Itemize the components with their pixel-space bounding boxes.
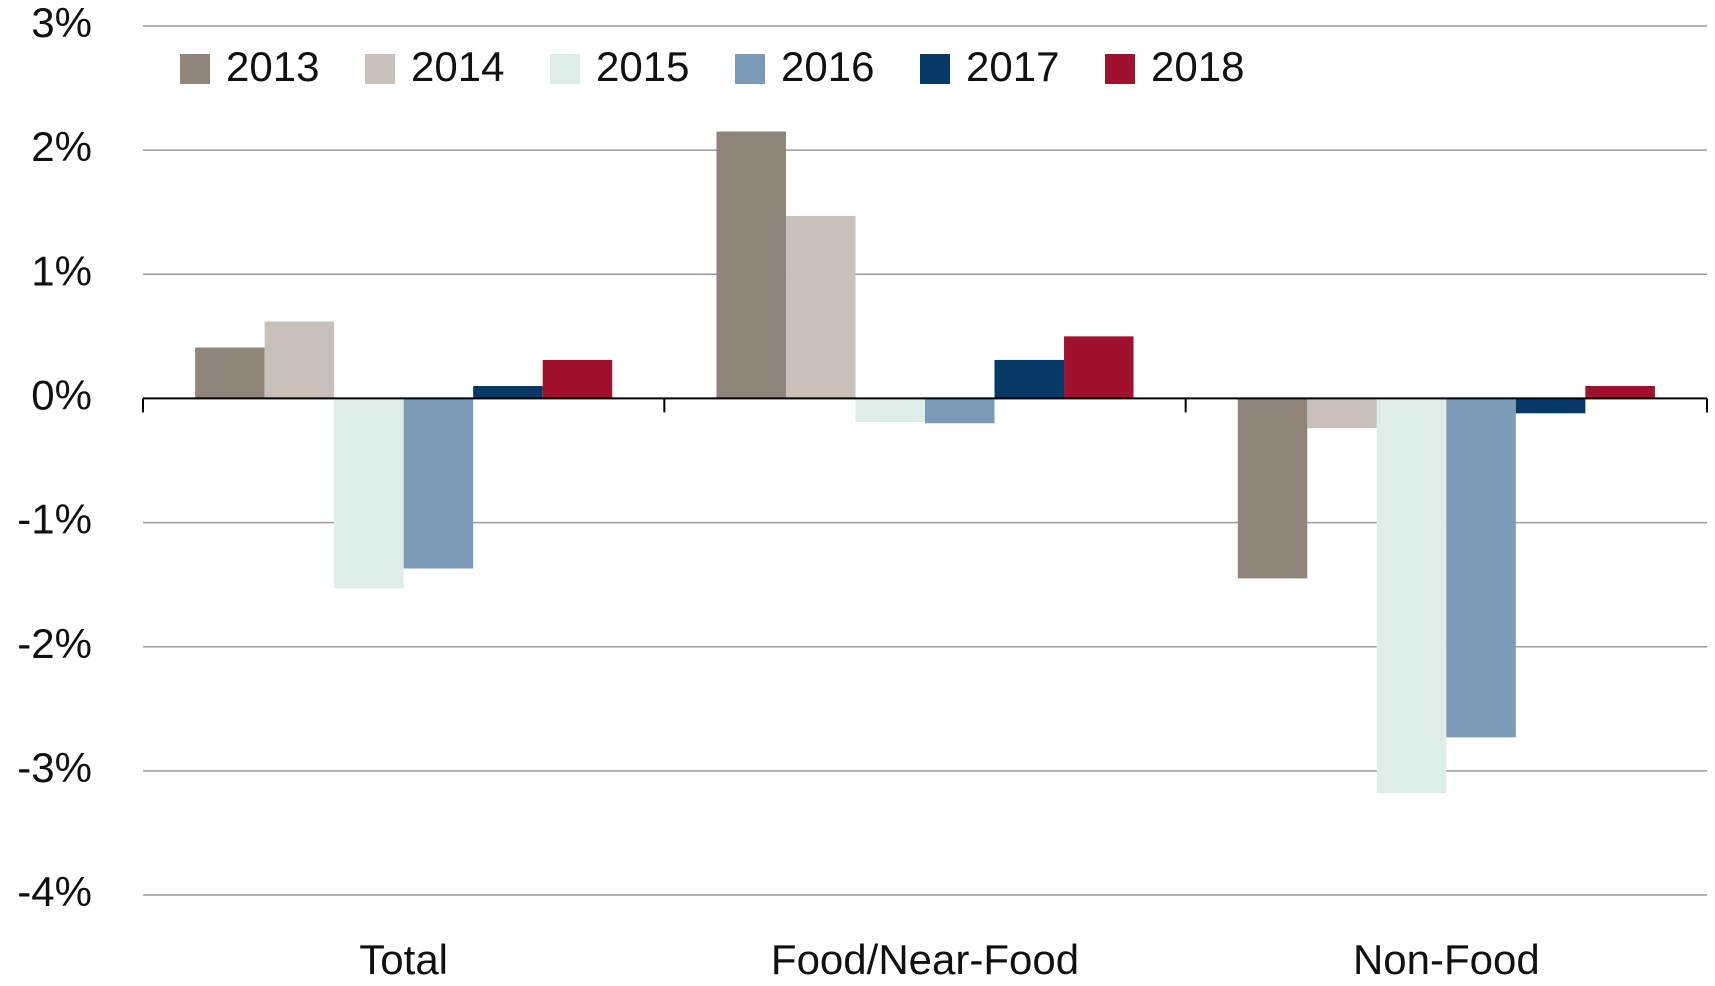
bar bbox=[1376, 398, 1447, 794]
bar bbox=[785, 215, 856, 399]
y-tick-label: 1% bbox=[31, 247, 92, 294]
bar bbox=[994, 359, 1065, 399]
y-tick-label: -4% bbox=[17, 868, 92, 915]
bar bbox=[473, 386, 543, 399]
legend-swatch bbox=[550, 54, 580, 84]
bar bbox=[716, 131, 786, 399]
legend-swatch bbox=[365, 54, 395, 84]
y-tick-label: -3% bbox=[17, 744, 92, 791]
y-tick-label: -2% bbox=[17, 620, 92, 667]
bar bbox=[1064, 336, 1134, 399]
legend-label: 2016 bbox=[781, 43, 874, 90]
bar bbox=[264, 321, 335, 399]
y-tick-label: -1% bbox=[17, 496, 92, 543]
bar bbox=[334, 398, 404, 589]
y-tick-label: 3% bbox=[31, 0, 92, 46]
legend-label: 2014 bbox=[411, 43, 504, 90]
bar bbox=[195, 347, 265, 399]
x-tick-label: Total bbox=[359, 936, 448, 983]
bar bbox=[403, 398, 474, 569]
x-tick-label: Non-Food bbox=[1353, 936, 1540, 983]
legend-label: 2017 bbox=[966, 43, 1059, 90]
bar bbox=[1585, 386, 1655, 399]
bar bbox=[1446, 398, 1516, 738]
legend-label: 2013 bbox=[226, 43, 319, 90]
legend-label: 2018 bbox=[1151, 43, 1244, 90]
y-tick-label: 0% bbox=[31, 372, 92, 419]
bar bbox=[925, 398, 995, 424]
legend-swatch bbox=[1105, 54, 1135, 84]
x-tick-label: Food/Near-Food bbox=[771, 936, 1079, 983]
bar bbox=[855, 398, 925, 423]
bar bbox=[1237, 398, 1308, 579]
y-tick-label: 2% bbox=[31, 123, 92, 170]
bar bbox=[542, 359, 613, 399]
legend-label: 2015 bbox=[596, 43, 689, 90]
legend-swatch bbox=[180, 54, 210, 84]
bar bbox=[1515, 398, 1586, 414]
bar bbox=[1307, 398, 1377, 429]
legend-swatch bbox=[920, 54, 950, 84]
legend-swatch bbox=[735, 54, 765, 84]
